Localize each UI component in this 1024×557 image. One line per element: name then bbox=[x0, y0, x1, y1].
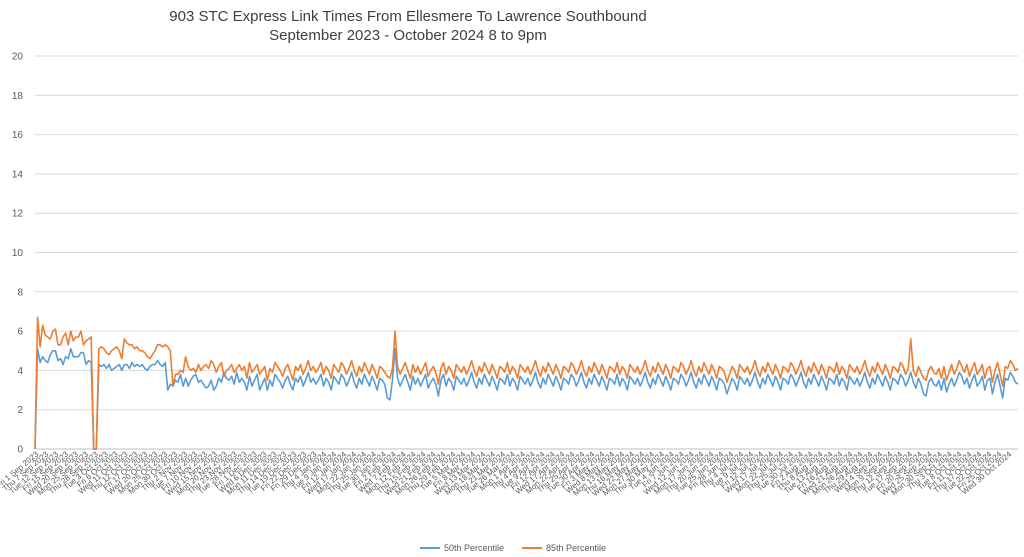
y-tick-label: 8 bbox=[17, 287, 23, 298]
y-tick-label: 6 bbox=[17, 327, 23, 338]
y-tick-label: 18 bbox=[12, 91, 24, 102]
series-line-85th-percentile bbox=[34, 316, 1019, 450]
y-tick-label: 0 bbox=[17, 445, 23, 456]
chart-title: 903 STC Express Link Times From Ellesmer… bbox=[169, 8, 646, 25]
legend-label: 50th Percentile bbox=[444, 543, 504, 553]
legend-label: 85th Percentile bbox=[546, 543, 606, 553]
y-tick-label: 20 bbox=[12, 52, 24, 63]
grid-lines bbox=[35, 55, 1018, 450]
legend: 50th Percentile 85th Percentile bbox=[420, 543, 606, 553]
y-tick-label: 16 bbox=[12, 130, 24, 141]
y-tick-label: 12 bbox=[12, 209, 24, 220]
series-line-50th-percentile bbox=[34, 347, 1019, 450]
y-tick-label: 2 bbox=[17, 405, 23, 416]
y-axis-ticks: 0 2 4 6 8 10 12 14 16 18 20 bbox=[12, 52, 24, 456]
y-tick-label: 14 bbox=[12, 169, 24, 180]
series-lines bbox=[34, 316, 1019, 450]
y-tick-label: 10 bbox=[12, 248, 24, 259]
y-tick-label: 4 bbox=[17, 366, 23, 377]
chart-subtitle: September 2023 - October 2024 8 to 9pm bbox=[269, 27, 547, 44]
